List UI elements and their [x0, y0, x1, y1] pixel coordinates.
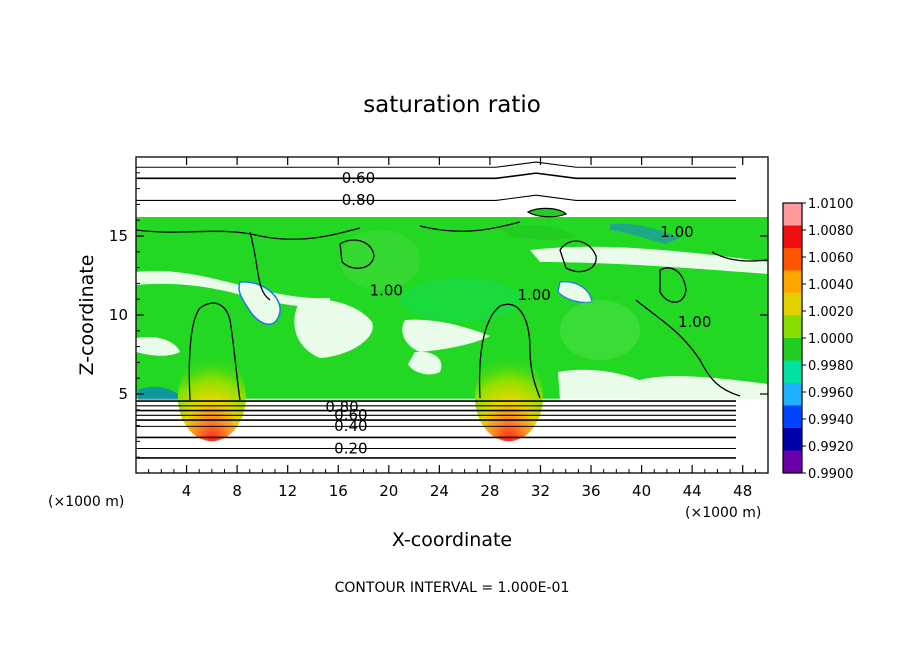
colorbar-swatch — [783, 428, 802, 451]
contour-label: 0.80 — [342, 191, 375, 209]
contour-line — [136, 414, 736, 417]
colorbar-tick-label: 1.0000 — [808, 332, 854, 347]
x-tick-label: 28 — [480, 482, 499, 500]
contour-line — [136, 419, 736, 421]
y-tick-label: 10 — [109, 306, 128, 324]
contour-line — [136, 194, 736, 202]
y-tick-label: 5 — [118, 385, 128, 403]
contour-line — [136, 447, 736, 450]
y-tick-label: 15 — [109, 227, 128, 245]
x-tick-label: 20 — [379, 482, 398, 500]
colorbar-tick-label: 0.9940 — [808, 413, 854, 428]
contour-line — [136, 405, 736, 407]
contour-label: 0.80 — [325, 398, 358, 416]
x-tick-label: 4 — [182, 482, 192, 500]
x-tick-label: 40 — [632, 482, 651, 500]
contour-line — [136, 425, 736, 428]
contour-label: 0.60 — [342, 169, 375, 187]
x-tick-label: 48 — [733, 482, 752, 500]
field-contours — [136, 221, 768, 401]
x-tick-label: 16 — [329, 482, 348, 500]
horizontal-contours — [136, 161, 736, 459]
x-tick-label: 12 — [278, 482, 297, 500]
colorbar-tick-label: 1.0060 — [808, 251, 854, 266]
contour-line — [136, 436, 736, 439]
colorbar-tick-label: 1.0040 — [808, 278, 854, 293]
contour-line — [136, 457, 736, 459]
colorbar-swatch — [783, 360, 802, 384]
colorbar-swatch — [783, 338, 802, 361]
colorbar-swatch — [783, 405, 802, 429]
colorbar-swatch — [783, 225, 802, 249]
colorbar-swatch — [783, 270, 802, 294]
x-axis-title: X-coordinate — [392, 529, 512, 551]
colorbar-tick-label: 1.0020 — [808, 305, 854, 320]
colorbar-swatch — [783, 383, 802, 406]
x-tick-label: 32 — [531, 482, 550, 500]
y-axis-title: Z-coordinate — [76, 255, 98, 376]
z-unit-label: (×1000 m) — [48, 494, 124, 510]
y-axis: 5 10 15 — [109, 172, 768, 458]
colorbar-tick-label: 1.0080 — [808, 224, 854, 239]
x-tick-label: 8 — [232, 482, 242, 500]
colorbar-swatch — [783, 315, 802, 339]
x-tick-label: 36 — [581, 482, 600, 500]
contour-label: 0.40 — [334, 417, 367, 435]
contour-label: 0.60 — [334, 406, 367, 424]
colorbar-swatch — [783, 248, 802, 271]
colorbar-tick-label: 0.9960 — [808, 386, 854, 401]
contour-line — [136, 161, 736, 169]
x-tick-label: 24 — [430, 482, 449, 500]
contour-label: 1.00 — [370, 281, 403, 299]
warm-spot-0 — [177, 353, 246, 442]
plot-area: 0.600.801.001.00 1.001.000.800.600.400.20 — [136, 161, 768, 459]
contour-label: 0.20 — [334, 439, 367, 457]
colorbar-swatch — [783, 293, 802, 316]
x-axis: 4 8 12 16 20 24 28 32 36 40 44 48 — [148, 157, 756, 500]
colorbar-swatch — [783, 203, 802, 226]
warm-spots — [177, 353, 543, 442]
contour-line — [136, 400, 736, 402]
contour-line — [136, 172, 736, 180]
upper-contour-blob — [526, 207, 568, 218]
contour-label: 1.00 — [678, 313, 711, 331]
colorbar-tick-label: 0.9900 — [808, 467, 854, 482]
x-tick-label: 44 — [683, 482, 702, 500]
contour-label: 1.00 — [517, 286, 550, 304]
colorbar-tick-label: 0.9980 — [808, 359, 854, 374]
contour-interval-note: CONTOUR INTERVAL = 1.000E-01 — [335, 580, 570, 596]
field-background — [136, 217, 768, 399]
contour-line — [136, 409, 736, 412]
chart-title: saturation ratio — [363, 92, 541, 118]
colorbar-tick-label: 0.9920 — [808, 440, 854, 455]
colorbar-tick-label: 1.0100 — [808, 197, 854, 212]
x-unit-label: (×1000 m) — [685, 505, 761, 521]
contour-label: 1.00 — [660, 223, 693, 241]
warm-spot-1 — [474, 353, 543, 442]
colorbar-swatch — [783, 450, 802, 474]
colorbar: 1.0100 1.0080 1.0060 1.0040 1.0020 1.0000 0.99… — [782, 197, 854, 482]
contour-labels: 0.600.801.001.00 1.001.000.800.600.400.20 — [325, 169, 711, 457]
field-texture — [136, 223, 768, 400]
